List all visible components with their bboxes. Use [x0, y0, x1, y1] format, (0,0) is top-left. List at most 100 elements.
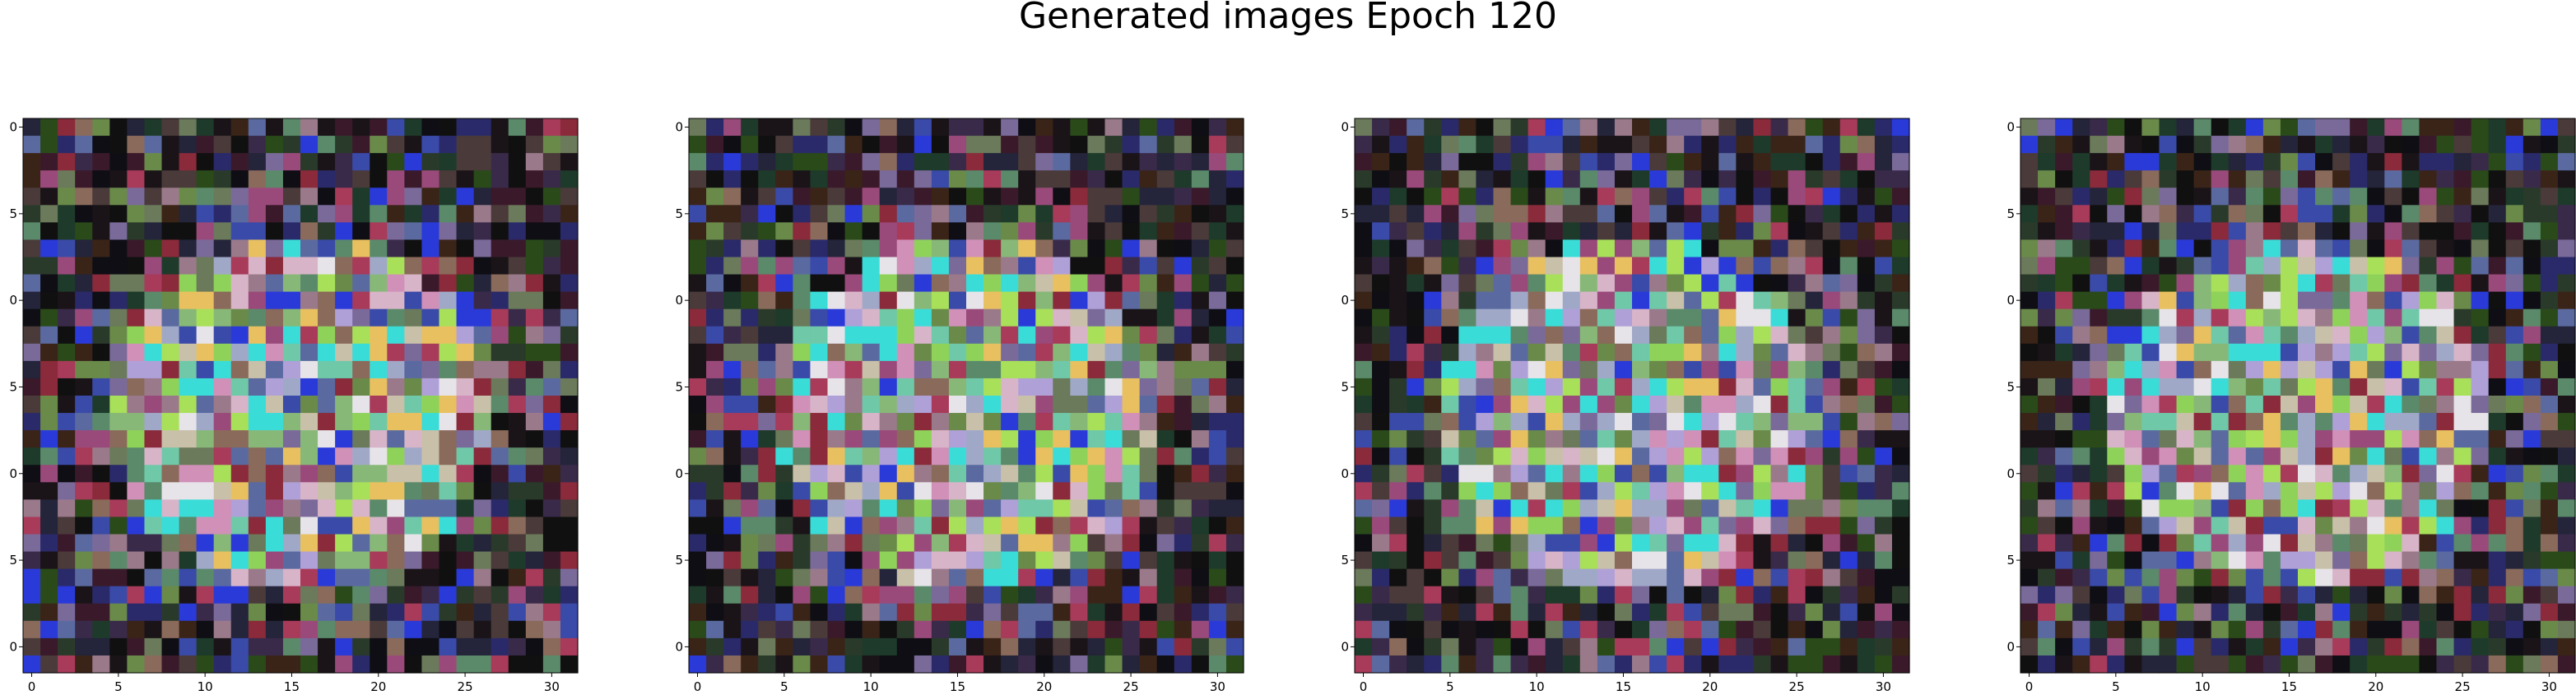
- pixel-cell: [2453, 170, 2472, 188]
- pixel-cell: [144, 586, 163, 605]
- pixel-cell: [1018, 257, 1036, 276]
- pixel-cell: [2505, 291, 2524, 310]
- pixel-cell: [370, 118, 388, 137]
- pixel-cell: [370, 378, 388, 396]
- pixel-cell: [862, 257, 881, 276]
- pixel-cell: [2453, 482, 2472, 500]
- pixel-cell: [2367, 326, 2385, 345]
- pixel-cell: [196, 517, 215, 535]
- pixel-cell: [265, 620, 284, 639]
- pixel-cell: [1614, 274, 1633, 293]
- pixel-cell: [2315, 620, 2333, 639]
- pixel-cell: [1355, 239, 1373, 258]
- pixel-cell: [109, 482, 128, 500]
- pixel-cell: [1805, 551, 1824, 570]
- pixel-cell: [318, 136, 336, 154]
- pixel-cell: [58, 655, 76, 674]
- pixel-cell: [2159, 170, 2178, 188]
- pixel-cell: [2384, 517, 2402, 535]
- pixel-cell: [1822, 620, 1841, 639]
- pixel-cell: [983, 118, 1002, 137]
- pixel-cell: [2193, 153, 2212, 171]
- pixel-cell: [560, 517, 579, 535]
- pixel-cell: [109, 343, 128, 362]
- pixel-cell: [370, 482, 388, 500]
- pixel-cell: [1139, 343, 1158, 362]
- pixel-cell: [810, 447, 829, 466]
- pixel-cell: [2540, 360, 2559, 379]
- pixel-cell: [1476, 413, 1495, 431]
- pixel-cell: [2540, 222, 2559, 241]
- pixel-cell: [2505, 465, 2524, 483]
- pixel-cell: [230, 465, 249, 483]
- pixel-cell: [1614, 603, 1633, 622]
- pixel-cell: [1389, 586, 1407, 605]
- pixel-cell: [2193, 257, 2212, 276]
- pixel-cell: [862, 378, 881, 396]
- pixel-cell: [1874, 378, 1893, 396]
- pixel-cell: [2228, 568, 2247, 587]
- pixel-cell: [1614, 222, 1633, 241]
- pixel-cell: [2523, 447, 2541, 466]
- pixel-cell: [2315, 586, 2333, 605]
- pixel-cell: [1208, 655, 1227, 674]
- pixel-cell: [2072, 517, 2090, 535]
- pixel-cell: [1122, 118, 1141, 137]
- pixel-cell: [1805, 603, 1824, 622]
- pixel-cell: [75, 413, 93, 431]
- pixel-cell: [1753, 153, 1772, 171]
- pixel-cell: [1527, 568, 1546, 587]
- pixel-cell: [1355, 188, 1373, 206]
- pixel-cell: [2055, 378, 2073, 396]
- pixel-cell: [1001, 603, 1019, 622]
- pixel-cell: [508, 637, 527, 656]
- pixel-cell: [473, 655, 492, 674]
- pixel-cell: [370, 170, 388, 188]
- pixel-cell: [335, 291, 353, 310]
- pixel-cell: [92, 551, 110, 570]
- pixel-cell: [40, 170, 58, 188]
- pixel-cell: [560, 586, 579, 605]
- pixel-cell: [2038, 413, 2056, 431]
- pixel-cell: [2055, 517, 2073, 535]
- pixel-cell: [1736, 274, 1755, 293]
- pixel-cell: [2090, 222, 2108, 241]
- pixel-cell: [1891, 343, 1910, 362]
- pixel-cell: [161, 447, 180, 466]
- pixel-cell: [352, 534, 370, 553]
- pixel-cell: [265, 396, 284, 414]
- pixel-cell: [2020, 534, 2039, 553]
- pixel-cell: [1208, 378, 1227, 396]
- pixel-cell: [1545, 118, 1564, 137]
- pixel-cell: [2523, 482, 2541, 500]
- x-tick-label: 0: [1360, 679, 1368, 693]
- pixel-cell: [40, 551, 58, 570]
- pixel-cell: [542, 118, 561, 137]
- pixel-cell: [2315, 222, 2333, 241]
- pixel-cell: [1191, 430, 1210, 448]
- pixel-cell: [1122, 274, 1141, 293]
- pixel-cell: [2384, 568, 2402, 587]
- pixel-cell: [230, 239, 249, 258]
- pixel-cell: [2540, 396, 2559, 414]
- pixel-cell: [1355, 603, 1373, 622]
- pixel-cell: [491, 343, 509, 362]
- pixel-cell: [1225, 326, 1244, 345]
- pixel-cell: [1614, 308, 1633, 327]
- pixel-cell: [2124, 586, 2143, 605]
- pixel-cell: [2090, 343, 2108, 362]
- pixel-cell: [473, 291, 492, 310]
- pixel-cell: [1018, 655, 1036, 674]
- pixel-cell: [2124, 222, 2143, 241]
- pixel-cell: [896, 447, 915, 466]
- pixel-cell: [1527, 586, 1546, 605]
- pixel-cell: [844, 170, 863, 188]
- pixel-cell: [248, 499, 267, 518]
- figure-title: Generated images Epoch 120: [1018, 0, 1558, 37]
- pixel-cell: [127, 274, 146, 293]
- pixel-cell: [1753, 308, 1772, 327]
- pixel-cell: [1649, 343, 1667, 362]
- pixel-cell: [1701, 118, 1719, 137]
- pixel-cell: [542, 430, 561, 448]
- pixel-cell: [2262, 291, 2281, 310]
